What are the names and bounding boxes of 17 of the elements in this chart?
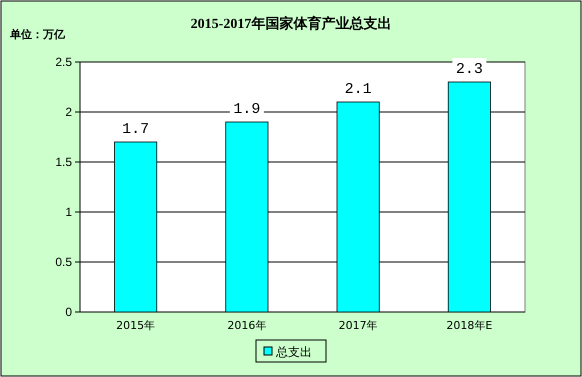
data-label: 1.9 [233, 101, 260, 118]
x-tick-label: 2016年 [227, 319, 266, 332]
x-tick-label: 2017年 [338, 319, 378, 332]
ylabel: 单位：万亿 [10, 28, 65, 41]
title: 2015-2017年国家体育产业总支出 [190, 17, 392, 32]
data-label: 1.7 [122, 121, 150, 138]
data-label: 2.1 [344, 81, 372, 98]
y-tick-label: 1.5 [55, 155, 72, 169]
data-label: 2.3 [456, 61, 483, 78]
legend-label: 总支出 [275, 345, 312, 359]
y-tick-label: 2.5 [55, 55, 72, 69]
y-tick-label: 0 [65, 305, 72, 319]
x-tick-label: 2018年E [446, 319, 492, 332]
y-tick-label: 2 [65, 105, 72, 119]
y-tick-label: 0.5 [55, 255, 72, 269]
x-tick-label: 2015年 [116, 319, 156, 332]
y-tick-label: 1 [65, 205, 72, 219]
